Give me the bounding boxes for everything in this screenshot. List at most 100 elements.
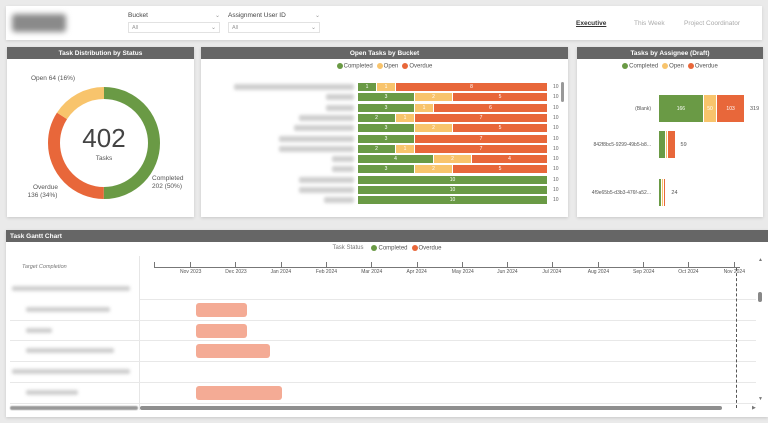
bar-segment-completed[interactable]: 3 <box>358 103 415 112</box>
bar-segment-open[interactable]: 1 <box>377 83 396 91</box>
bar-segment-overdue[interactable]: 4 <box>472 155 548 164</box>
bar-segment-completed[interactable]: 166 <box>659 95 704 122</box>
bucket-row[interactable]: 3 2 5 10 <box>201 165 568 174</box>
stacked-bar[interactable]: 166 50 103 <box>659 95 745 122</box>
bar-segment-completed[interactable]: 3 <box>358 165 415 174</box>
bar-segment-completed[interactable] <box>659 179 662 206</box>
stacked-bar[interactable]: 10 <box>358 196 548 205</box>
bar-segment-open[interactable]: 1 <box>415 103 434 112</box>
scroll-up-icon[interactable]: ▲ <box>758 257 763 263</box>
bar-segment-completed[interactable]: 10 <box>358 186 548 194</box>
nav-project-coordinator[interactable]: Project Coordinator <box>684 20 740 27</box>
bucket-row[interactable]: 3 2 5 10 <box>201 93 568 102</box>
gantt-task-bar-overdue[interactable] <box>196 344 270 359</box>
horizontal-scrollbar[interactable] <box>140 406 722 410</box>
gantt-task-label-redacted[interactable] <box>26 327 52 333</box>
legend-completed[interactable]: Completed <box>622 63 658 70</box>
bar-segment-completed[interactable]: 3 <box>358 134 415 143</box>
gantt-group-label-redacted[interactable] <box>12 369 130 375</box>
bar-segment-completed[interactable]: 2 <box>358 144 396 153</box>
bar-segment-open[interactable] <box>661 179 664 206</box>
stacked-bar[interactable]: 10 <box>358 186 548 194</box>
bar-segment-overdue[interactable] <box>663 179 667 206</box>
bar-segment-overdue[interactable]: 7 <box>415 134 548 143</box>
assignment-user-select[interactable]: All ⌄ <box>228 22 320 33</box>
bar-segment-open[interactable] <box>665 131 668 158</box>
bar-segment-completed[interactable]: 3 <box>358 124 415 133</box>
gantt-task-bar-overdue[interactable] <box>196 323 247 338</box>
gantt-task-bar-overdue[interactable] <box>196 386 282 400</box>
gantt-task-label-redacted[interactable] <box>26 306 110 312</box>
donut-chart[interactable]: 402 Tasks <box>45 84 163 202</box>
assignment-user-filter[interactable]: Assignment User ID ⌄ All ⌄ <box>228 10 320 33</box>
bar-segment-overdue[interactable]: 8 <box>396 83 548 91</box>
bucket-row[interactable]: 3 2 5 10 <box>201 124 568 133</box>
bar-segment-open[interactable]: 1 <box>396 113 415 122</box>
bucket-filter[interactable]: Bucket ⌄ All ⌄ <box>128 10 220 33</box>
gantt-task-label-redacted[interactable] <box>26 390 78 395</box>
horizontal-scrollbar-left[interactable] <box>10 406 138 410</box>
gantt-group-label-redacted[interactable] <box>12 286 130 291</box>
bar-segment-overdue[interactable]: 7 <box>415 144 548 153</box>
donut-segment-overdue[interactable] <box>48 87 160 199</box>
gantt-task-label-redacted[interactable] <box>26 348 114 354</box>
bar-segment-completed[interactable]: 2 <box>358 113 396 122</box>
bar-segment-overdue[interactable] <box>667 131 676 158</box>
bar-segment-open[interactable]: 1 <box>396 144 415 153</box>
bar-segment-overdue[interactable]: 5 <box>453 93 548 102</box>
bar-segment-overdue[interactable]: 5 <box>453 165 548 174</box>
bar-segment-open[interactable]: 2 <box>415 93 453 102</box>
bar-segment-completed[interactable]: 4 <box>358 155 434 164</box>
stacked-bar[interactable]: 10 <box>358 175 548 184</box>
bar-segment-completed[interactable]: 3 <box>358 93 415 102</box>
bucket-row[interactable]: 3 1 6 10 <box>201 103 568 112</box>
bucket-row[interactable]: 10 10 <box>201 175 568 184</box>
gantt-task-bar-overdue[interactable] <box>196 302 247 317</box>
bucket-row[interactable]: 1 1 8 10 <box>201 83 568 91</box>
legend-open[interactable]: Open <box>376 63 398 70</box>
bucket-select[interactable]: All ⌄ <box>128 22 220 33</box>
bucket-row[interactable]: 3 7 10 <box>201 134 568 143</box>
bucket-row[interactable]: 2 1 7 10 <box>201 144 568 153</box>
nav-this-week[interactable]: This Week <box>634 20 665 27</box>
bar-segment-completed[interactable]: 1 <box>358 83 377 91</box>
bar-segment-completed[interactable] <box>659 131 666 158</box>
bar-segment-overdue[interactable]: 5 <box>453 124 548 133</box>
bar-segment-overdue[interactable]: 7 <box>415 113 548 122</box>
nav-executive[interactable]: Executive <box>576 20 607 27</box>
bar-segment-overdue[interactable]: 103 <box>717 95 745 122</box>
legend-completed[interactable]: Completed <box>371 245 408 252</box>
bucket-row[interactable]: 2 1 7 10 <box>201 113 568 122</box>
bar-segment-overdue[interactable]: 6 <box>434 103 548 112</box>
vertical-scrollbar[interactable] <box>758 292 762 302</box>
bar-segment-open[interactable]: 50 <box>703 95 718 122</box>
chevron-down-icon[interactable]: ⌄ <box>314 12 320 19</box>
bar-segment-completed[interactable]: 10 <box>358 196 548 205</box>
bucket-row[interactable]: 10 10 <box>201 186 568 194</box>
scroll-right-icon[interactable]: ▶ <box>752 405 756 411</box>
legend-overdue[interactable]: Overdue <box>402 63 432 70</box>
stacked-bar[interactable] <box>659 131 676 158</box>
chevron-down-icon[interactable]: ⌄ <box>214 12 220 19</box>
stacked-bar[interactable] <box>659 179 667 206</box>
donut-segment-open[interactable] <box>48 87 160 199</box>
bucket-row[interactable]: 10 10 <box>201 196 568 205</box>
scroll-down-icon[interactable]: ▼ <box>758 396 763 402</box>
legend-overdue[interactable]: Overdue <box>687 63 718 70</box>
bar-segment-completed[interactable]: 10 <box>358 175 548 184</box>
legend-completed[interactable]: Completed <box>336 63 373 70</box>
vertical-scrollbar[interactable] <box>561 82 564 102</box>
bar-segment-open[interactable]: 2 <box>434 155 472 164</box>
bucket-row[interactable]: 4 2 4 10 <box>201 155 568 164</box>
bar-segment-open[interactable]: 2 <box>415 124 453 133</box>
legend-overdue[interactable]: Overdue <box>411 245 442 252</box>
